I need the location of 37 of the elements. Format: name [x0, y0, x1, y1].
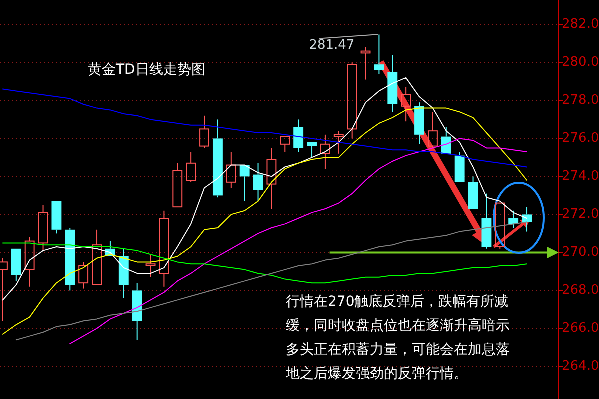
y-tick-label: 266.0: [562, 321, 599, 336]
y-tick-label: 274.0: [562, 169, 599, 184]
candlestick: [78, 262, 89, 290]
candlestick: [132, 282, 142, 341]
candlestick: [118, 248, 129, 299]
annotation: 行情在270触底反弹后，跌幅有所减缓，同时收盘点位也在逐渐升高暗示多头正在积蓄力量，可能会在加息落地之后爆发强劲的反弹行情。: [286, 293, 511, 384]
y-tick-label: 280.0: [562, 55, 599, 70]
candlestick: [522, 206, 532, 232]
line-series: [70, 138, 528, 344]
candlestick: [320, 134, 330, 170]
candlestick: [24, 237, 35, 288]
y-tick-label: 276.0: [562, 131, 599, 146]
candlestick: [146, 254, 156, 278]
candlestick: [266, 148, 277, 210]
line-series: [2, 108, 528, 335]
candlestick: [388, 54, 398, 113]
candlestick: [374, 34, 384, 75]
text: 黄金TD日线走势图: [88, 62, 206, 78]
y-tick-label: 268.0: [562, 283, 599, 298]
y-tick-label: 272.0: [562, 207, 599, 222]
candlestick: [294, 119, 304, 152]
candlestick: [334, 130, 344, 154]
y-tick-label: 270.0: [562, 245, 599, 260]
line-series: [2, 242, 528, 284]
candlestick: [212, 119, 223, 198]
annotation: 281.47: [309, 38, 355, 53]
candlestick: [360, 47, 371, 80]
y-tick-label: 282.0: [562, 17, 599, 32]
line-series: [2, 88, 528, 168]
candlestick: [414, 102, 424, 145]
candlestick: [159, 210, 170, 288]
y-tick-label: 278.0: [562, 93, 599, 108]
y-tick-label: 264.0: [562, 359, 599, 374]
candlestick: [482, 193, 492, 250]
candlestick: [401, 86, 412, 122]
candlestick: [65, 228, 76, 292]
candlestick: [253, 162, 264, 202]
